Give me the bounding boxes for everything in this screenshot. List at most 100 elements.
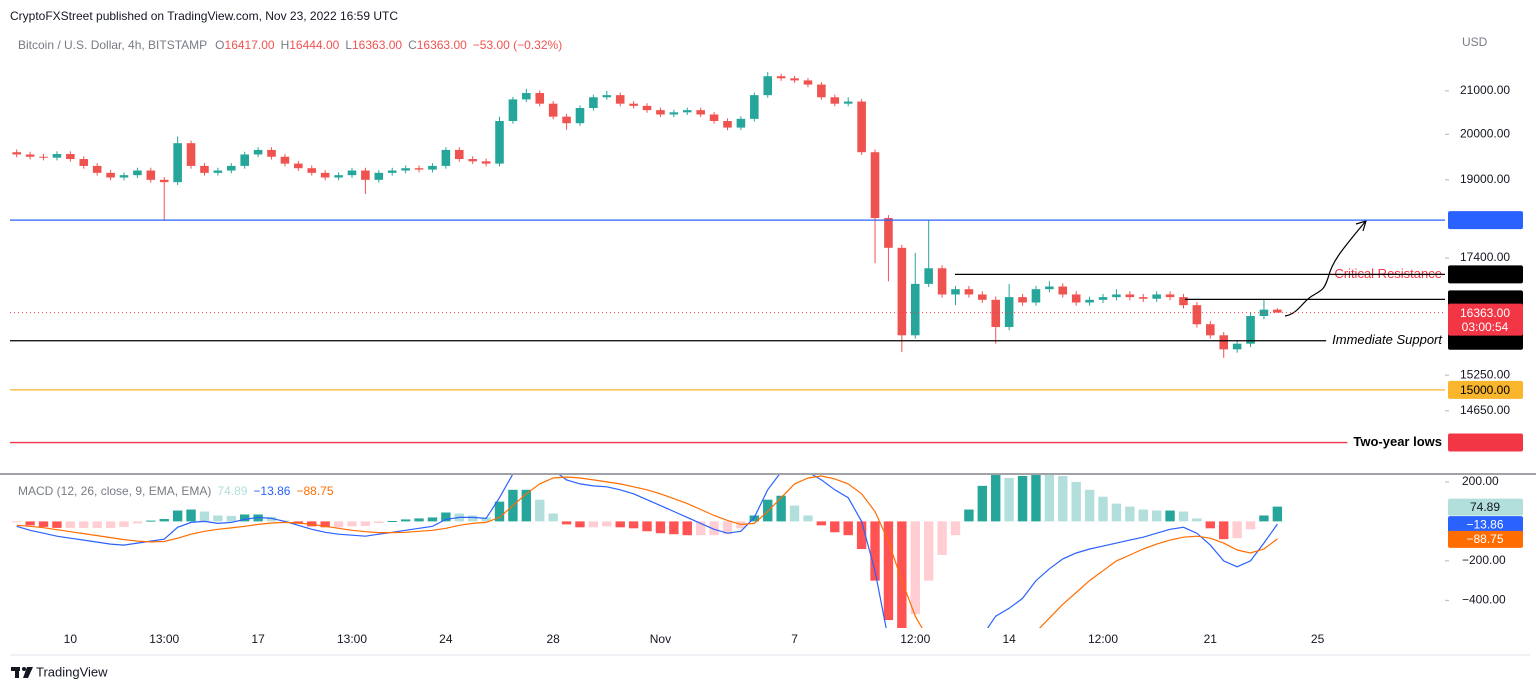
histogram-bar [467,515,478,522]
candle-body [146,170,156,180]
candle-body [709,114,719,122]
histogram-bar [1031,475,1041,522]
price-pane [12,72,1282,358]
histogram-bar [883,521,894,621]
candle-body [39,156,48,158]
candle-body [240,154,249,166]
candle-body [1004,297,1014,327]
x-tick-label: 12:00 [1088,632,1118,646]
histogram-bar [1272,506,1283,522]
candle-body [119,175,129,178]
histogram-bar [240,514,250,522]
histogram-bar [199,511,210,522]
candle-body [481,161,491,164]
x-tick-label: 21 [1204,632,1218,646]
histogram-bar [843,521,853,536]
candle-body [1219,335,1229,350]
candle-body [92,165,102,173]
histogram-bar [521,489,532,522]
legend-value: 16417.00 [225,38,275,52]
last-price-box [1448,303,1523,336]
candle-body [1125,294,1135,298]
x-tick-label: 13:00 [149,632,179,646]
histogram-bar [856,521,867,550]
candle-body [1232,343,1242,350]
histogram-bar [1219,521,1229,540]
legend-change: −53.00 (−0.32%) [473,38,562,52]
legend-title: Bitcoin / U.S. Dollar, 4h, BITSTAMP [18,38,207,52]
y-tick-label: 21000.00 [1460,83,1510,97]
histogram-bar [561,521,572,525]
histogram-bar [910,521,920,615]
histogram-bar [1192,518,1202,522]
candle-body [978,294,987,300]
candle-body [280,156,290,164]
histogram-bar [441,512,451,522]
candle-body [1058,286,1068,295]
histogram-bar [830,521,840,533]
candle-body [52,154,62,158]
macd-title: MACD (12, 26, close, 9, EMA, EMA) [18,484,211,498]
y-tick-label: 19000.00 [1460,172,1510,186]
projection-arrow [1284,221,1366,317]
candle-body [964,289,974,295]
histogram-bar [602,521,612,527]
candle-body [857,101,866,153]
legend-key: L [345,38,352,52]
header-text: CryptoFXStreet published on TradingView.… [10,9,398,23]
candle-body [334,175,343,178]
histogram-bar [400,519,411,522]
candle-body [320,172,330,178]
last-price-label: 16363.00 [1460,306,1510,320]
candle-body [1098,297,1108,300]
histogram-bar [642,521,652,532]
histogram-bar [816,521,827,526]
candle-body [937,268,947,295]
histogram-bar [494,501,505,522]
histogram-bar [803,515,813,522]
histogram-bar [333,521,344,528]
histogram-bar [1259,515,1269,522]
histogram-bar [12,521,22,523]
level-label-box [1448,380,1523,399]
macd-value-box [1448,516,1523,534]
histogram-bar [1017,475,1028,522]
macd-legend-value: 74.89 [217,484,247,498]
histogram-bar [682,521,692,536]
candle-body [682,110,692,113]
histogram-bar [1071,481,1081,522]
candle-body [1165,294,1175,298]
histogram-bar [628,521,639,529]
candle-body [106,172,115,178]
histogram-bar [1151,510,1162,522]
candle-body [776,76,786,79]
candle-body [1259,309,1269,317]
candle-body [1273,309,1282,313]
histogram-bar [172,510,183,522]
x-tick-label: 10 [64,632,78,646]
histogram-bar [105,521,116,528]
currency: USD [1462,35,1488,49]
histogram-bar [132,521,143,524]
level-label-box [1448,211,1523,230]
level-label: 15000.00 [1460,383,1510,397]
candle-body [562,116,571,124]
histogram-bar [347,521,357,527]
candle-body [267,149,276,157]
y-tick-label: −400.00 [1462,593,1506,607]
histogram-bar [923,521,934,581]
legend-key: H [281,38,290,52]
y-tick-label: 15250.00 [1460,367,1510,381]
macd-value-label: −13.86 [1466,517,1503,531]
candle-body [897,247,907,336]
footer-logo: TradingView [11,664,108,679]
histogram-bar [1058,475,1068,522]
histogram-bar [266,516,277,522]
level-label-box [1448,331,1523,350]
macd-legend: MACD (12, 26, close, 9, EMA, EMA) 74.89 −1… [18,484,334,498]
x-tick-label: Nov [650,632,671,646]
countdown: 03:00:54 [1462,320,1509,334]
candle-body [401,168,410,171]
candle-body [736,118,746,128]
